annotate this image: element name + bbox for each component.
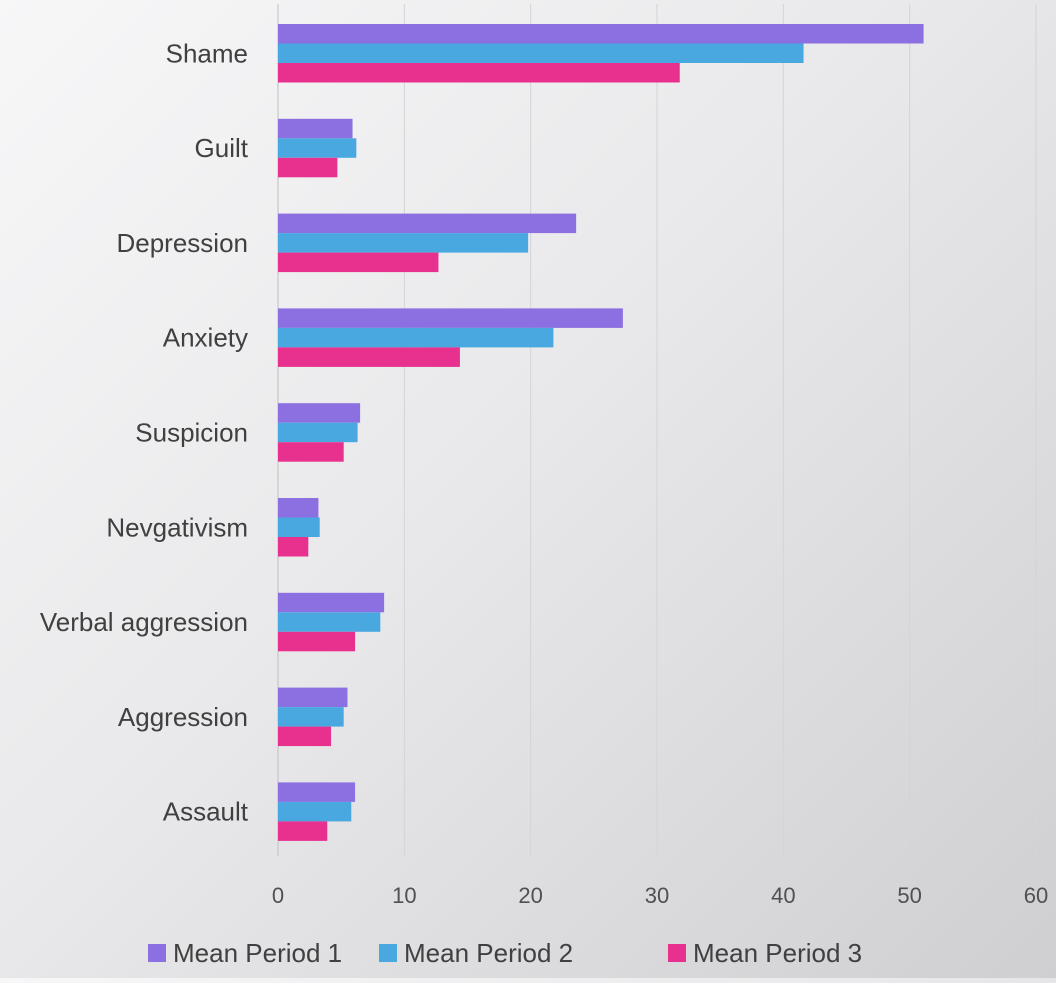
bar-guilt-period-3 bbox=[278, 157, 338, 178]
bar-nevgativism-period-1 bbox=[278, 498, 319, 518]
legend-label-period-1: Mean Period 1 bbox=[173, 938, 342, 968]
bar-shame-period-2 bbox=[278, 43, 804, 63]
legend-swatch-period-1 bbox=[148, 944, 166, 962]
bar-verbal-aggression-period-2 bbox=[278, 612, 381, 632]
bar-depression-period-1 bbox=[278, 213, 577, 234]
category-label-anxiety: Anxiety bbox=[163, 323, 248, 353]
bar-nevgativism-period-2 bbox=[278, 517, 320, 537]
bars bbox=[278, 24, 924, 841]
category-label-verbal-aggression: Verbal aggression bbox=[40, 607, 248, 637]
bar-aggression-period-2 bbox=[278, 707, 344, 727]
x-tick-labels: 0 10 20 30 40 50 60 bbox=[272, 883, 1048, 908]
legend-label-period-3: Mean Period 3 bbox=[693, 938, 862, 968]
legend-swatch-period-2 bbox=[379, 944, 397, 962]
bar-assault-period-3 bbox=[278, 821, 328, 841]
legend: Mean Period 1 Mean Period 2 Mean Period 3 bbox=[148, 938, 862, 968]
bar-assault-period-2 bbox=[278, 801, 352, 822]
bar-aggression-period-1 bbox=[278, 687, 348, 708]
gridlines bbox=[277, 4, 1037, 856]
bar-anxiety-period-1 bbox=[278, 308, 623, 328]
bar-verbal-aggression-period-3 bbox=[278, 631, 356, 652]
bar-suspicion-period-2 bbox=[278, 422, 358, 443]
category-labels: Shame Guilt Depression Anxiety Suspicion Nevg… bbox=[40, 38, 249, 826]
category-label-assault: Assault bbox=[163, 797, 249, 827]
bar-shame-period-3 bbox=[278, 63, 680, 83]
bar-depression-period-3 bbox=[278, 252, 439, 273]
x-tick-label-0: 0 bbox=[272, 883, 284, 908]
bar-anxiety-period-3 bbox=[278, 347, 460, 367]
bar-guilt-period-1 bbox=[278, 118, 353, 139]
x-tick-label-20: 20 bbox=[518, 883, 542, 908]
legend-swatch-period-3 bbox=[668, 944, 686, 962]
bar-aggression-period-3 bbox=[278, 726, 332, 747]
category-label-suspicion: Suspicion bbox=[135, 417, 248, 447]
category-label-nevgativism: Nevgativism bbox=[106, 512, 248, 542]
bar-nevgativism-period-3 bbox=[278, 537, 309, 557]
bar-verbal-aggression-period-1 bbox=[278, 592, 385, 613]
bar-anxiety-period-2 bbox=[278, 327, 554, 348]
bar-suspicion-period-1 bbox=[278, 403, 361, 423]
x-tick-label-10: 10 bbox=[392, 883, 416, 908]
bar-shame-period-1 bbox=[278, 24, 924, 44]
x-tick-label-30: 30 bbox=[645, 883, 669, 908]
bar-guilt-period-2 bbox=[278, 138, 357, 158]
category-label-shame: Shame bbox=[166, 38, 248, 68]
bar-depression-period-2 bbox=[278, 233, 529, 253]
category-label-depression: Depression bbox=[116, 228, 248, 258]
bar-assault-period-1 bbox=[278, 782, 356, 802]
x-tick-label-60: 60 bbox=[1024, 883, 1048, 908]
legend-label-period-2: Mean Period 2 bbox=[404, 938, 573, 968]
category-label-guilt: Guilt bbox=[195, 133, 249, 163]
category-label-aggression: Aggression bbox=[118, 702, 248, 732]
x-tick-label-40: 40 bbox=[771, 883, 795, 908]
bar-suspicion-period-3 bbox=[278, 442, 344, 462]
x-tick-label-50: 50 bbox=[897, 883, 921, 908]
